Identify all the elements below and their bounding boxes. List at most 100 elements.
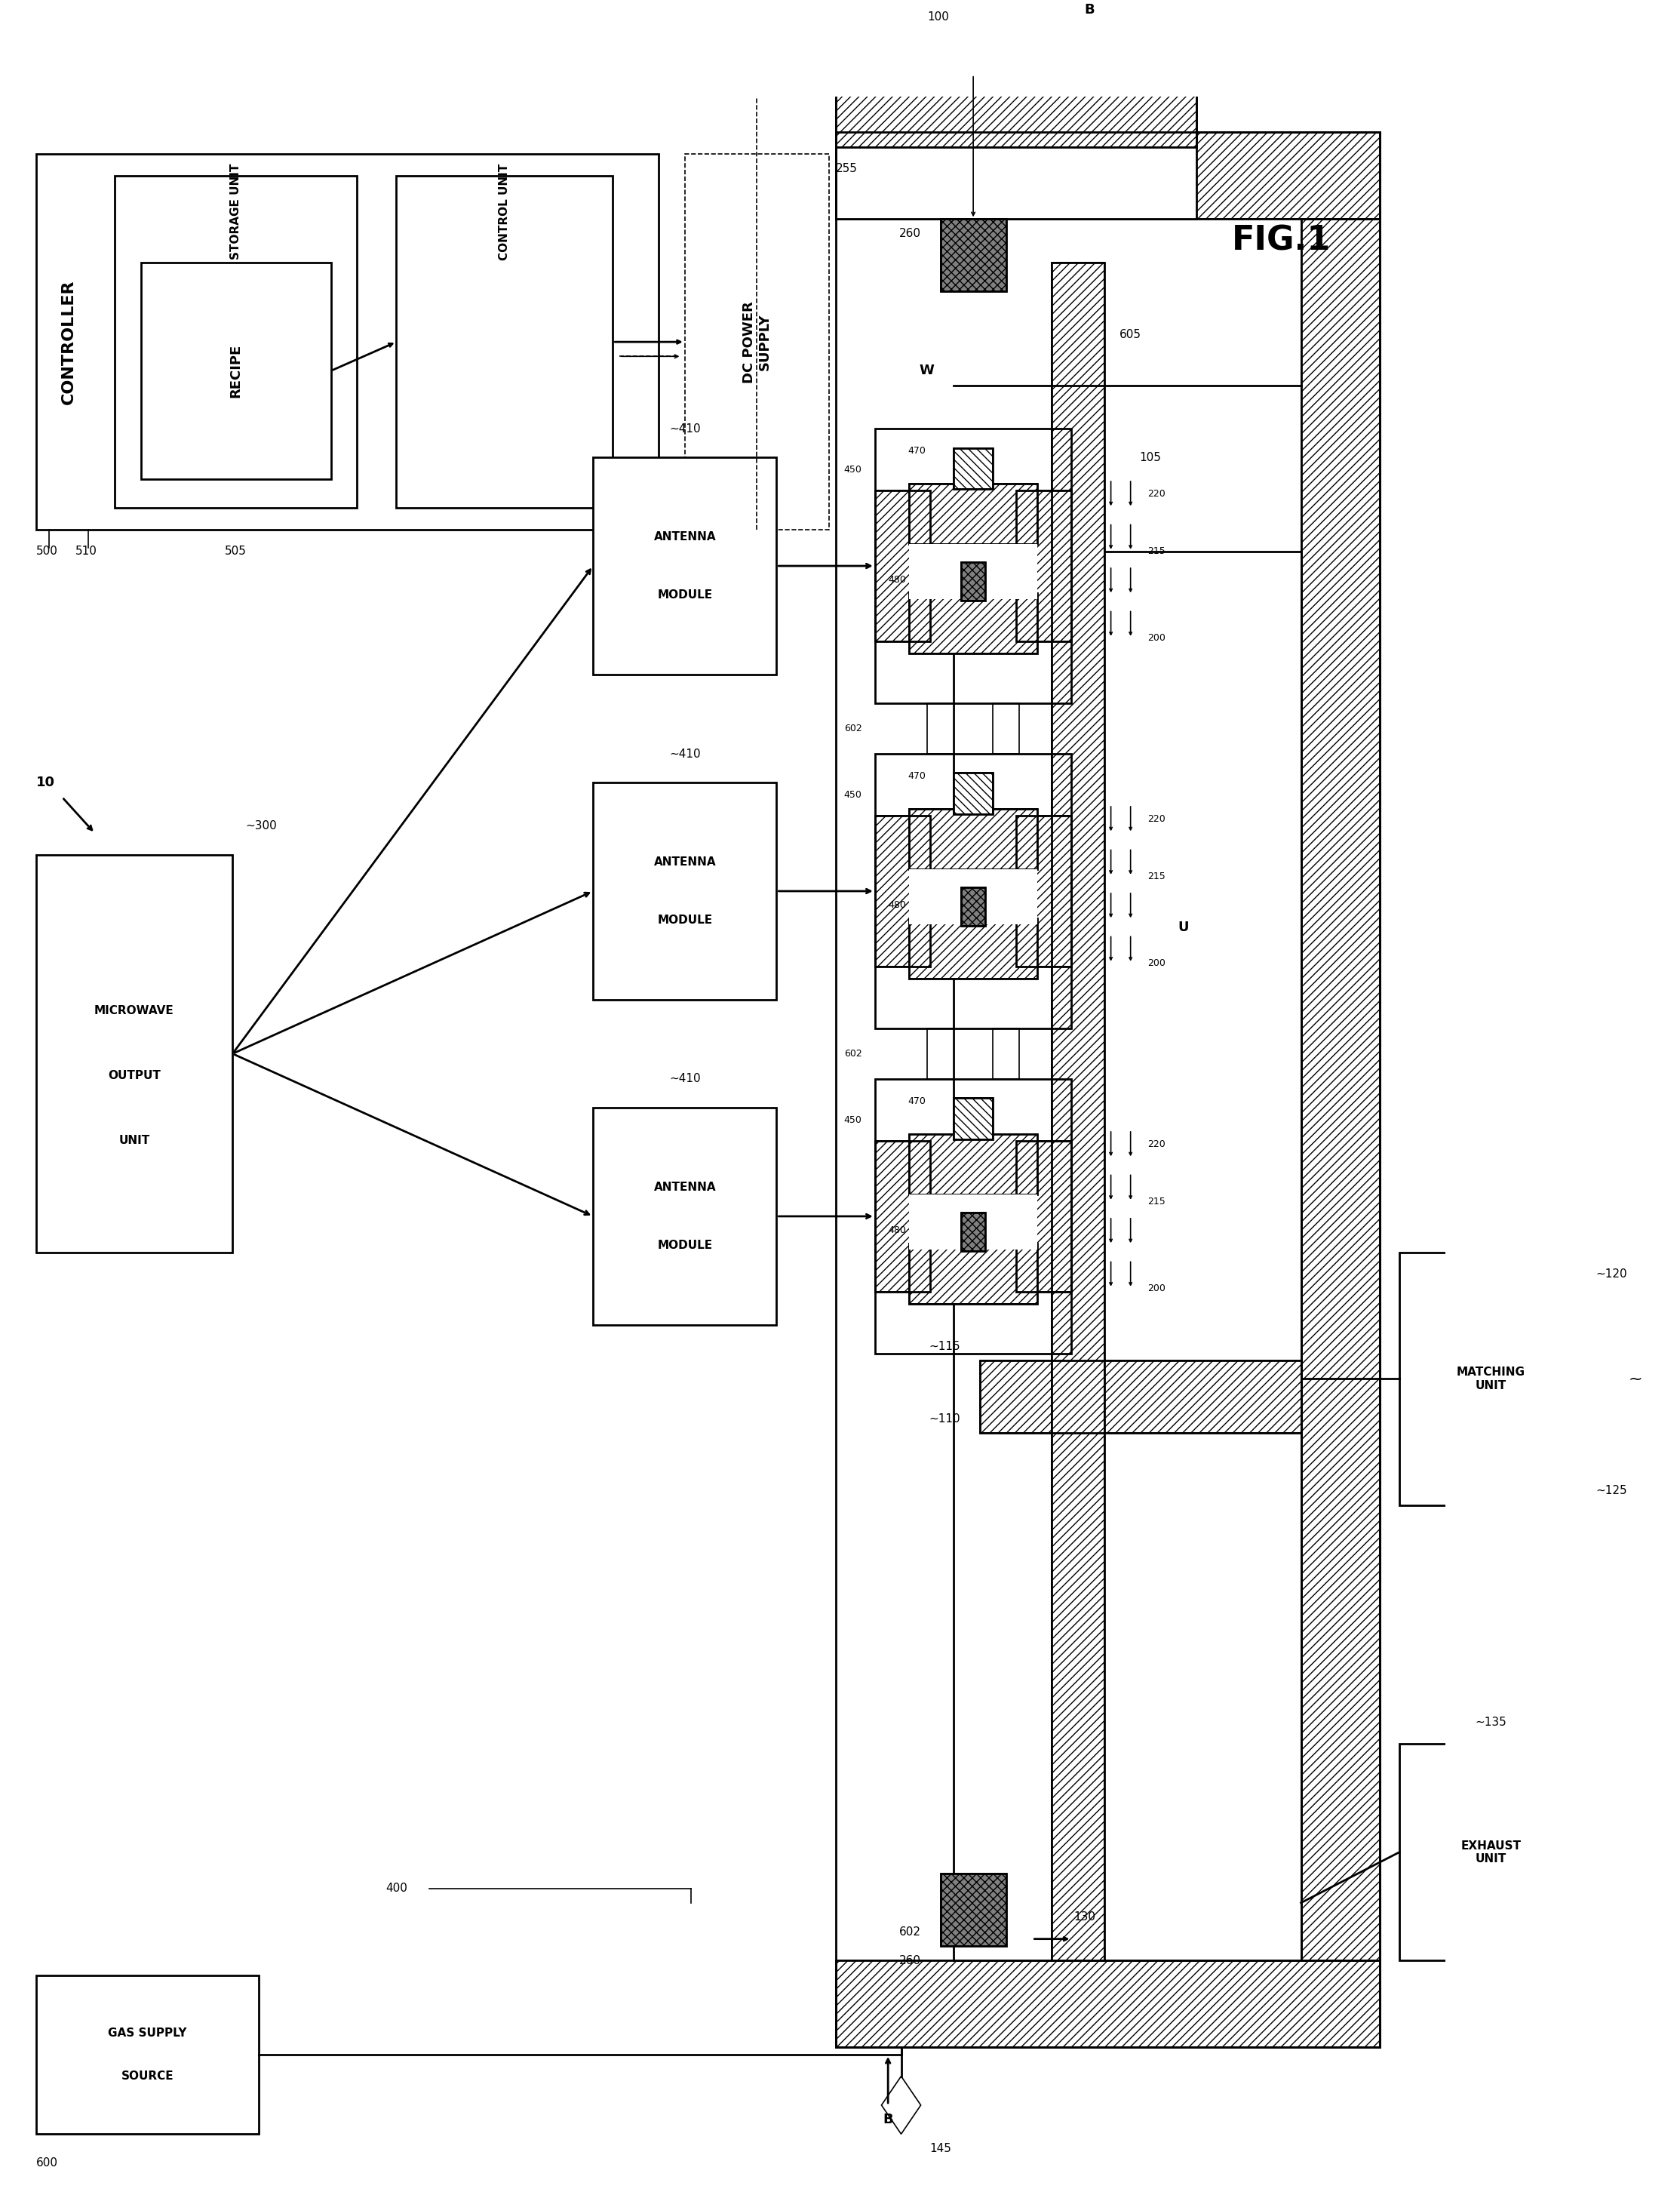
Bar bbox=[941, 220, 1006, 292]
Text: ~115: ~115 bbox=[929, 1341, 961, 1352]
Text: 470: 470 bbox=[907, 770, 926, 781]
Bar bbox=[961, 562, 984, 601]
Bar bbox=[954, 773, 993, 814]
Text: MODULE: MODULE bbox=[657, 588, 712, 601]
Bar bbox=[1399, 1743, 1583, 1960]
Text: 505: 505 bbox=[225, 547, 247, 558]
Text: 510: 510 bbox=[76, 547, 97, 558]
Bar bbox=[909, 483, 1037, 544]
Bar bbox=[909, 1135, 1037, 1194]
Text: 602: 602 bbox=[843, 724, 862, 733]
Bar bbox=[954, 448, 993, 489]
Bar bbox=[35, 856, 232, 1253]
Text: 215: 215 bbox=[1147, 1196, 1166, 1207]
Bar bbox=[35, 1976, 259, 2134]
Text: ~410: ~410 bbox=[669, 748, 701, 759]
Text: 605: 605 bbox=[1119, 329, 1141, 340]
Text: MODULE: MODULE bbox=[657, 1240, 712, 1251]
Text: 470: 470 bbox=[907, 446, 926, 457]
Text: 480: 480 bbox=[889, 900, 906, 909]
Text: ~410: ~410 bbox=[669, 1073, 701, 1084]
Bar bbox=[954, 1098, 993, 1139]
Text: 200: 200 bbox=[1147, 959, 1166, 968]
Bar bbox=[1016, 817, 1072, 966]
Text: W: W bbox=[919, 364, 934, 378]
Bar bbox=[593, 457, 776, 674]
Bar bbox=[961, 887, 984, 926]
Text: OUTPUT: OUTPUT bbox=[108, 1069, 161, 1082]
Bar bbox=[1052, 263, 1104, 1960]
Bar bbox=[909, 1245, 1037, 1304]
Bar bbox=[979, 1361, 1300, 1433]
Bar bbox=[35, 154, 659, 529]
Text: 600: 600 bbox=[35, 2158, 57, 2169]
Bar bbox=[593, 784, 776, 999]
Bar bbox=[909, 544, 1037, 599]
Text: 215: 215 bbox=[1147, 547, 1166, 555]
Bar bbox=[941, 1875, 1006, 1947]
Bar bbox=[875, 817, 931, 966]
Bar bbox=[114, 176, 358, 507]
Bar bbox=[909, 483, 1037, 544]
Text: 100: 100 bbox=[927, 11, 949, 22]
Text: UNIT: UNIT bbox=[119, 1135, 150, 1146]
Text: 200: 200 bbox=[1147, 634, 1166, 643]
Bar bbox=[979, 1361, 1300, 1433]
Text: 450: 450 bbox=[843, 790, 862, 799]
Text: 500: 500 bbox=[35, 547, 57, 558]
Bar bbox=[927, 702, 954, 753]
Text: 145: 145 bbox=[929, 2142, 951, 2153]
Text: 130: 130 bbox=[1074, 1912, 1095, 1923]
Bar bbox=[961, 1212, 984, 1251]
Bar bbox=[961, 887, 984, 926]
Text: 450: 450 bbox=[843, 465, 862, 474]
Text: MICROWAVE: MICROWAVE bbox=[94, 1005, 175, 1016]
Text: 220: 220 bbox=[1147, 489, 1166, 498]
Bar bbox=[396, 176, 613, 507]
Text: 470: 470 bbox=[907, 1095, 926, 1106]
Text: ~125: ~125 bbox=[1596, 1486, 1628, 1497]
Bar bbox=[835, 75, 1196, 220]
Bar bbox=[954, 1098, 993, 1139]
Text: ~110: ~110 bbox=[929, 1414, 961, 1425]
Bar bbox=[1052, 263, 1104, 1960]
Bar bbox=[909, 918, 1037, 979]
Bar bbox=[909, 593, 1037, 654]
Bar bbox=[141, 263, 331, 479]
Text: ~300: ~300 bbox=[245, 821, 277, 832]
Text: 260: 260 bbox=[899, 228, 921, 239]
Text: 220: 220 bbox=[1147, 814, 1166, 823]
Text: GAS SUPPLY: GAS SUPPLY bbox=[108, 2028, 186, 2039]
Bar bbox=[961, 1212, 984, 1251]
Text: 10: 10 bbox=[35, 777, 55, 790]
Bar bbox=[941, 220, 1006, 292]
Bar bbox=[909, 593, 1037, 654]
Bar bbox=[875, 489, 931, 641]
Bar bbox=[875, 489, 931, 641]
Text: U: U bbox=[1178, 920, 1188, 935]
Bar bbox=[875, 428, 1072, 702]
Bar bbox=[909, 869, 1037, 924]
Text: 260: 260 bbox=[899, 1956, 921, 1967]
Bar bbox=[835, 132, 1379, 220]
Text: 255: 255 bbox=[835, 162, 857, 173]
Bar bbox=[1016, 489, 1072, 641]
Bar bbox=[1300, 220, 1379, 1960]
Text: 400: 400 bbox=[385, 1883, 407, 1894]
Bar bbox=[909, 1194, 1037, 1249]
Text: B: B bbox=[884, 2114, 894, 2127]
Bar bbox=[875, 817, 931, 966]
Text: 602: 602 bbox=[843, 1049, 862, 1058]
Bar bbox=[875, 753, 1072, 1029]
Text: ANTENNA: ANTENNA bbox=[654, 856, 716, 867]
Text: ~410: ~410 bbox=[669, 424, 701, 435]
Text: STORAGE UNIT: STORAGE UNIT bbox=[230, 165, 242, 259]
Text: DC POWER
SUPPLY: DC POWER SUPPLY bbox=[743, 301, 771, 382]
Bar bbox=[1300, 220, 1379, 1960]
Bar bbox=[835, 75, 1196, 147]
Text: 480: 480 bbox=[889, 575, 906, 584]
Bar bbox=[1016, 817, 1072, 966]
Text: RECIPE: RECIPE bbox=[228, 345, 242, 397]
Text: 450: 450 bbox=[843, 1115, 862, 1126]
Bar bbox=[835, 1960, 1379, 2048]
